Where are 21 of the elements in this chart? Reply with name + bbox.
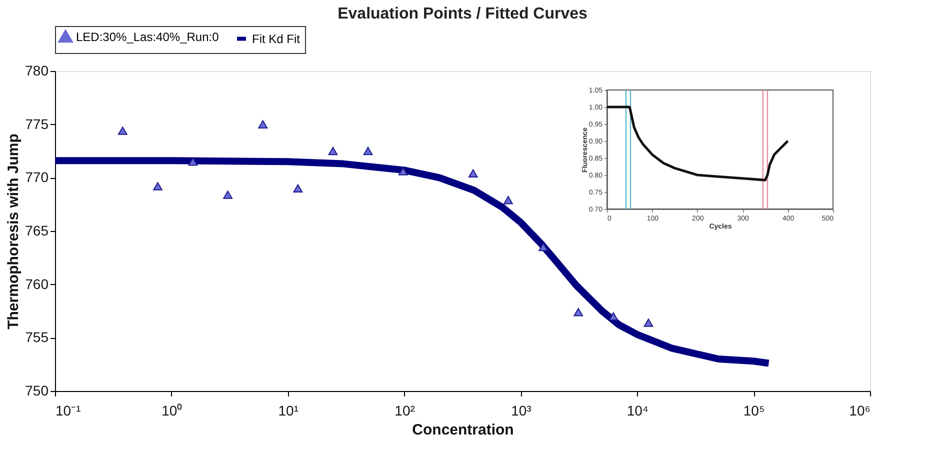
y-tick-label: 750: [25, 382, 49, 398]
legend-label: LED:30%_Las:40%_Run:0: [76, 30, 220, 44]
x-tick-label: 10¹: [278, 402, 299, 418]
legend-label: Fit Kd Fit: [252, 32, 301, 46]
x-tick-label: 10²: [394, 402, 416, 418]
x-tick-label: 10⁶: [849, 402, 870, 418]
y-tick-label: 765: [25, 222, 49, 238]
y-axis-title: Thermophoresis with Jump: [5, 134, 22, 330]
x-tick-label: 10³: [511, 402, 532, 418]
x-tick-label: 10⁵: [743, 402, 765, 418]
y-tick-label: 780: [25, 62, 49, 78]
y-tick-label: 755: [25, 329, 49, 346]
x-axis-title: Concentration: [412, 422, 514, 438]
y-tick-label: 760: [25, 276, 49, 292]
line-series: [606, 106, 790, 182]
x-tick-label: 10⁰: [162, 402, 182, 418]
x-tick-label: 10⁴: [626, 402, 648, 418]
y-tick-label: 775: [25, 116, 49, 132]
x-tick-label: 10⁻¹: [56, 402, 82, 418]
y-tick-label: 770: [25, 169, 49, 186]
chart-title: Evaluation Points / Fitted Curves: [338, 6, 588, 22]
